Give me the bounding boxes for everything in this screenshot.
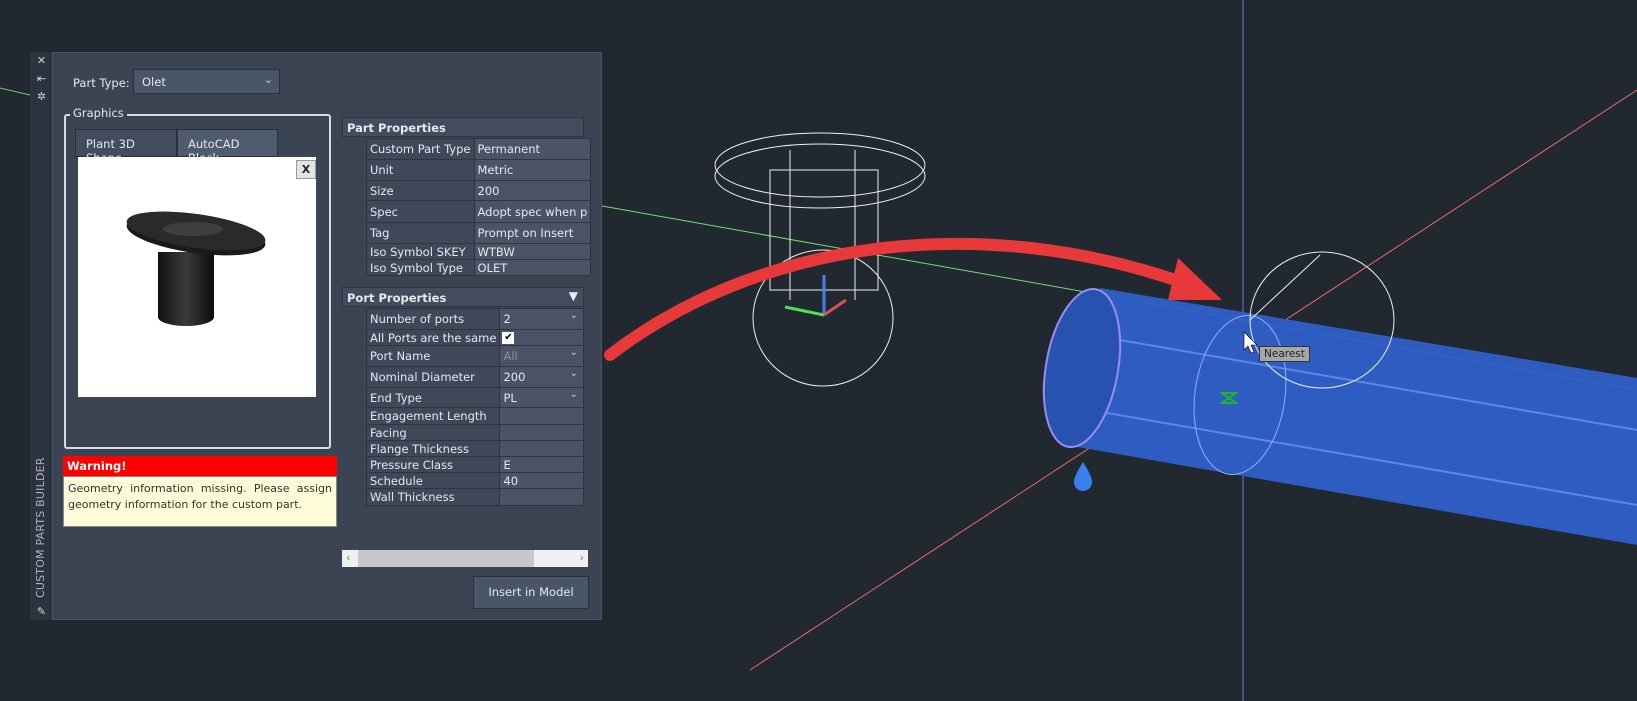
scrollbar-thumb[interactable]: [358, 550, 534, 567]
property-value[interactable]: [499, 424, 584, 441]
all-ports-same-checkbox[interactable]: ✔: [502, 332, 515, 344]
property-row[interactable]: Wall Thickness: [365, 488, 584, 506]
collapse-triangle-icon[interactable]: ▼: [568, 289, 578, 303]
part-properties-grid: Custom Part Type Permanent Unit Metric Siz…: [366, 138, 592, 276]
nominal-diameter-select[interactable]: 200 ⌄: [499, 366, 584, 388]
palette-title-strip: ✕ ⇤ ✲ ✎: [30, 52, 52, 620]
property-row[interactable]: Schedule 40: [365, 472, 584, 489]
property-label: Engagement Length: [365, 407, 501, 425]
tab-plant-3d-shape[interactable]: Plant 3D Shape: [75, 129, 177, 165]
curved-arrow: [604, 237, 1222, 361]
part-type-label: Part Type:: [73, 76, 130, 90]
grip-icon[interactable]: [1074, 462, 1092, 491]
property-label: Unit: [366, 159, 475, 181]
property-label: Size: [366, 180, 475, 201]
property-row[interactable]: Custom Part Type Permanent: [366, 138, 592, 160]
property-label: Schedule: [365, 472, 501, 489]
chevron-down-icon[interactable]: ⌄: [569, 368, 578, 379]
property-value[interactable]: Permanent: [473, 138, 592, 160]
property-row[interactable]: All Ports are the same ✔: [365, 329, 584, 346]
warning-title: Warning!: [63, 456, 337, 476]
property-value[interactable]: WTBW: [473, 243, 592, 260]
number-of-ports-select[interactable]: 2 ⌄: [499, 308, 584, 330]
property-label: Iso Symbol SKEY: [366, 243, 475, 260]
property-value[interactable]: 40: [499, 472, 584, 489]
property-label: Spec: [366, 200, 475, 223]
shape-preview: [78, 157, 316, 397]
chevron-down-icon[interactable]: ⌄: [569, 389, 578, 400]
property-row[interactable]: Nominal Diameter 200 ⌄: [365, 366, 584, 388]
property-label: Facing: [365, 424, 501, 441]
scroll-right-icon[interactable]: ›: [579, 551, 584, 564]
property-value[interactable]: OLET: [473, 259, 592, 276]
property-row[interactable]: Size 200: [366, 180, 592, 201]
chevron-down-icon[interactable]: ⌄: [569, 347, 578, 358]
graphics-group: [64, 114, 331, 449]
property-row[interactable]: Pressure Class E: [365, 456, 584, 473]
property-value[interactable]: 200: [473, 180, 592, 201]
port-name-select[interactable]: All ⌄: [499, 345, 584, 367]
property-value[interactable]: Adopt spec when p: [473, 200, 592, 223]
x-axis-line: [0, 87, 31, 96]
part-properties-header: Part Properties: [342, 117, 584, 137]
property-label: Tag: [366, 222, 475, 244]
property-label: Iso Symbol Type: [366, 259, 475, 276]
cursor-icon: [1243, 331, 1258, 354]
property-row[interactable]: Tag Prompt on Insert: [366, 222, 592, 244]
property-value[interactable]: [499, 440, 584, 457]
property-value[interactable]: Metric: [473, 159, 592, 181]
property-label: Custom Part Type: [366, 138, 475, 160]
property-label: Nominal Diameter: [365, 366, 501, 388]
chevron-down-icon[interactable]: ⌄: [569, 310, 578, 321]
property-label: Number of ports: [365, 308, 501, 330]
property-label: Port Name: [365, 345, 501, 367]
property-row[interactable]: Spec Adopt spec when p: [366, 200, 592, 223]
property-row[interactable]: End Type PL ⌄: [365, 387, 584, 408]
property-label: Pressure Class: [365, 456, 501, 473]
auto-hide-icon[interactable]: ⇤: [36, 72, 47, 85]
port-properties-title: Port Properties: [347, 291, 447, 305]
part-type-value: Olet: [142, 75, 166, 89]
property-value[interactable]: Prompt on Insert: [473, 222, 592, 244]
properties-icon[interactable]: ✎: [36, 605, 47, 618]
property-label: End Type: [365, 387, 501, 408]
property-row[interactable]: Iso Symbol Type OLET: [366, 259, 592, 276]
property-row[interactable]: Facing: [365, 424, 584, 441]
property-label: All Ports are the same: [365, 329, 501, 346]
property-row[interactable]: Number of ports 2 ⌄: [365, 308, 584, 330]
snap-tooltip: Nearest: [1259, 346, 1310, 362]
property-row[interactable]: Iso Symbol SKEY WTBW: [366, 243, 592, 260]
warning-message: Geometry information missing. Please ass…: [63, 476, 337, 527]
property-row[interactable]: Port Name All ⌄: [365, 345, 584, 367]
settings-icon[interactable]: ✲: [36, 90, 47, 103]
end-type-select[interactable]: PL ⌄: [499, 387, 584, 408]
olet-3d-preview: [126, 211, 266, 326]
insert-in-model-button[interactable]: Insert in Model: [473, 576, 589, 609]
close-icon[interactable]: ✕: [36, 54, 47, 67]
property-row[interactable]: Engagement Length: [365, 407, 584, 425]
pipe[interactable]: [1033, 283, 1637, 545]
scroll-left-icon[interactable]: ‹: [346, 551, 351, 564]
property-label: Wall Thickness: [365, 488, 501, 506]
chevron-down-icon: ⌄: [263, 73, 273, 86]
ucs-icon: [784, 275, 847, 317]
property-value[interactable]: E: [499, 456, 584, 473]
property-row[interactable]: Flange Thickness: [365, 440, 584, 457]
port-properties-header[interactable]: Port Properties ▼: [342, 287, 584, 307]
property-value[interactable]: [499, 407, 584, 425]
graphics-label: Graphics: [70, 106, 127, 120]
clear-preview-button[interactable]: X: [296, 160, 316, 179]
property-row[interactable]: Unit Metric: [366, 159, 592, 181]
property-value[interactable]: [499, 488, 584, 506]
olet-wireframe: [714, 132, 1395, 389]
horizontal-scrollbar[interactable]: ‹ ›: [342, 550, 588, 567]
part-type-select[interactable]: Olet ⌄: [133, 69, 280, 94]
port-properties-grid: Number of ports 2 ⌄ All Ports are the same…: [365, 308, 584, 506]
tab-autocad-block[interactable]: AutoCAD Block: [177, 129, 278, 165]
palette-title: CUSTOM PARTS BUILDER: [34, 457, 47, 598]
property-label: Flange Thickness: [365, 440, 501, 457]
